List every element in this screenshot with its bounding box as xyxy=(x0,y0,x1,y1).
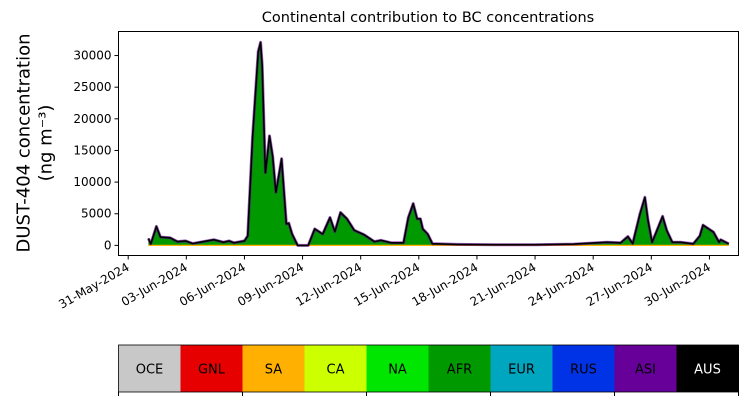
y-tick-label: 0 xyxy=(104,238,112,252)
legend-swatch-sa xyxy=(242,345,305,392)
x-tick-label: 30-Jun-2024 xyxy=(642,260,713,309)
y-axis-label-line2: (ng m⁻³) xyxy=(36,105,57,182)
y-tick-label: 5000 xyxy=(81,207,112,221)
legend-colorbar: OCE GNL SA CA NA AFR EUR RUS ASI AUS xyxy=(118,344,739,396)
legend-swatch-eur xyxy=(490,345,553,392)
legend-swatch-na xyxy=(366,345,429,392)
legend-swatch-ca xyxy=(304,345,367,392)
legend-frame xyxy=(118,344,739,393)
legend-swatch-rus xyxy=(552,345,615,392)
legend-swatch-afr xyxy=(428,345,491,392)
legend-swatch-aus xyxy=(676,345,739,392)
legend-label: AUS xyxy=(694,363,721,378)
y-tick-label: 10000 xyxy=(73,175,111,189)
legend-label: RUS xyxy=(570,363,597,378)
y-tick-label: 25000 xyxy=(73,80,111,94)
legend-swatch-asi xyxy=(614,345,677,392)
chart-title: Continental contribution to BC concentra… xyxy=(262,10,594,26)
y-tick-label: 20000 xyxy=(73,112,111,126)
y-tick-label: 30000 xyxy=(73,49,111,63)
plot-frame xyxy=(118,31,739,256)
area-afr xyxy=(148,42,729,246)
legend-label: NA xyxy=(388,363,407,378)
legend-label: AFR xyxy=(447,363,472,378)
legend-label: EUR xyxy=(508,363,535,378)
legend-swatch-gnl xyxy=(180,345,243,392)
total-line xyxy=(147,41,730,247)
y-tick-label: 15000 xyxy=(73,143,111,157)
x-tick-label: 31-May-2024 xyxy=(56,260,131,312)
x-axis: 31-May-202403-Jun-202406-Jun-202409-Jun-… xyxy=(56,255,713,312)
legend-swatch-oce xyxy=(118,345,181,392)
legend-label: CA xyxy=(327,363,345,378)
legend-label: ASI xyxy=(635,363,656,378)
legend-label: SA xyxy=(265,363,282,378)
legend-label: GNL xyxy=(198,363,226,378)
y-axis: 0 5000 10000 15000 20000 25000 30000 xyxy=(73,49,119,252)
y-axis-label: DUST-404 concentration (ng m⁻³) xyxy=(14,33,57,252)
plot-area xyxy=(147,40,730,247)
legend-label: OCE xyxy=(136,363,164,378)
y-axis-label-line1: DUST-404 concentration xyxy=(14,33,35,252)
